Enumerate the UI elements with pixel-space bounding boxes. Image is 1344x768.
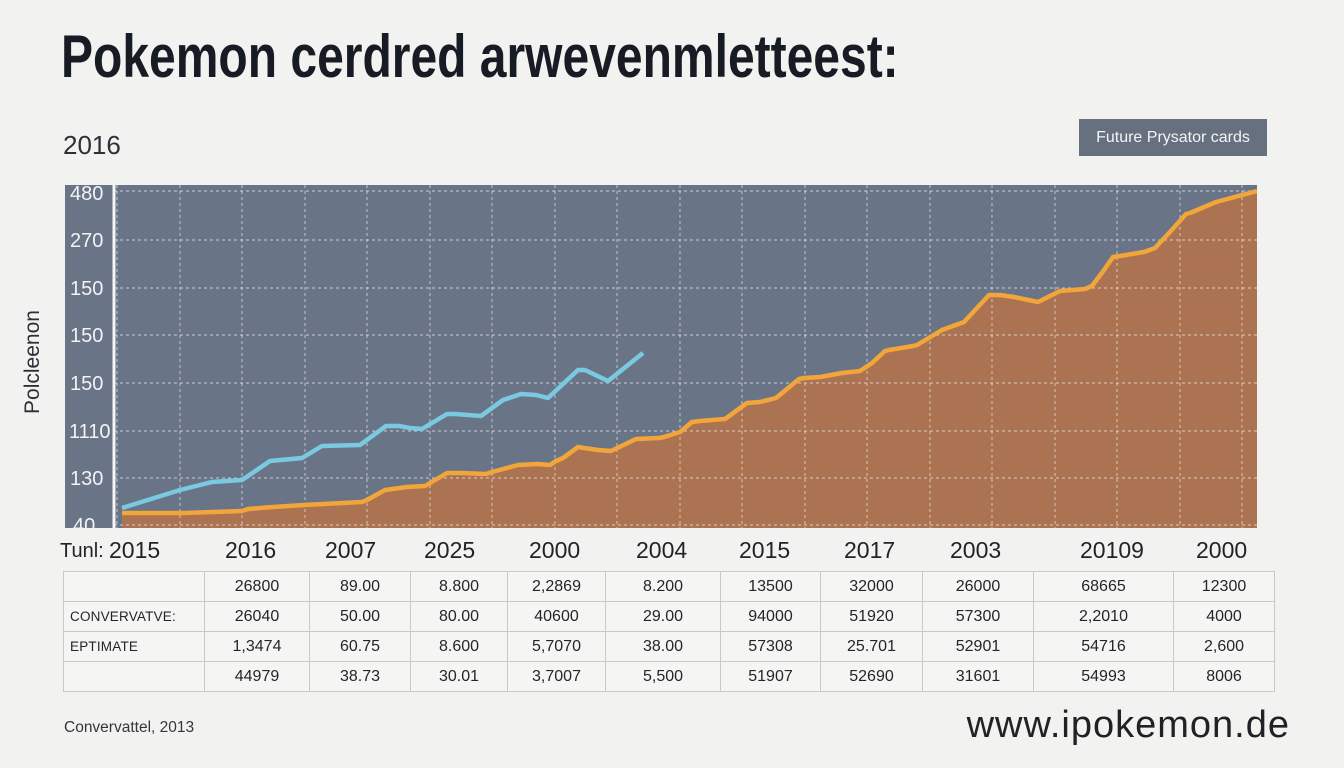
svg-text:1110: 1110 bbox=[69, 421, 111, 443]
svg-text:130: 130 bbox=[70, 468, 103, 490]
svg-text:150: 150 bbox=[70, 373, 103, 395]
svg-text:150: 150 bbox=[70, 325, 103, 347]
svg-text:480: 480 bbox=[70, 185, 103, 205]
svg-text:150: 150 bbox=[70, 278, 103, 300]
svg-text:270: 270 bbox=[70, 230, 103, 252]
svg-text:40: 40 bbox=[73, 515, 95, 528]
